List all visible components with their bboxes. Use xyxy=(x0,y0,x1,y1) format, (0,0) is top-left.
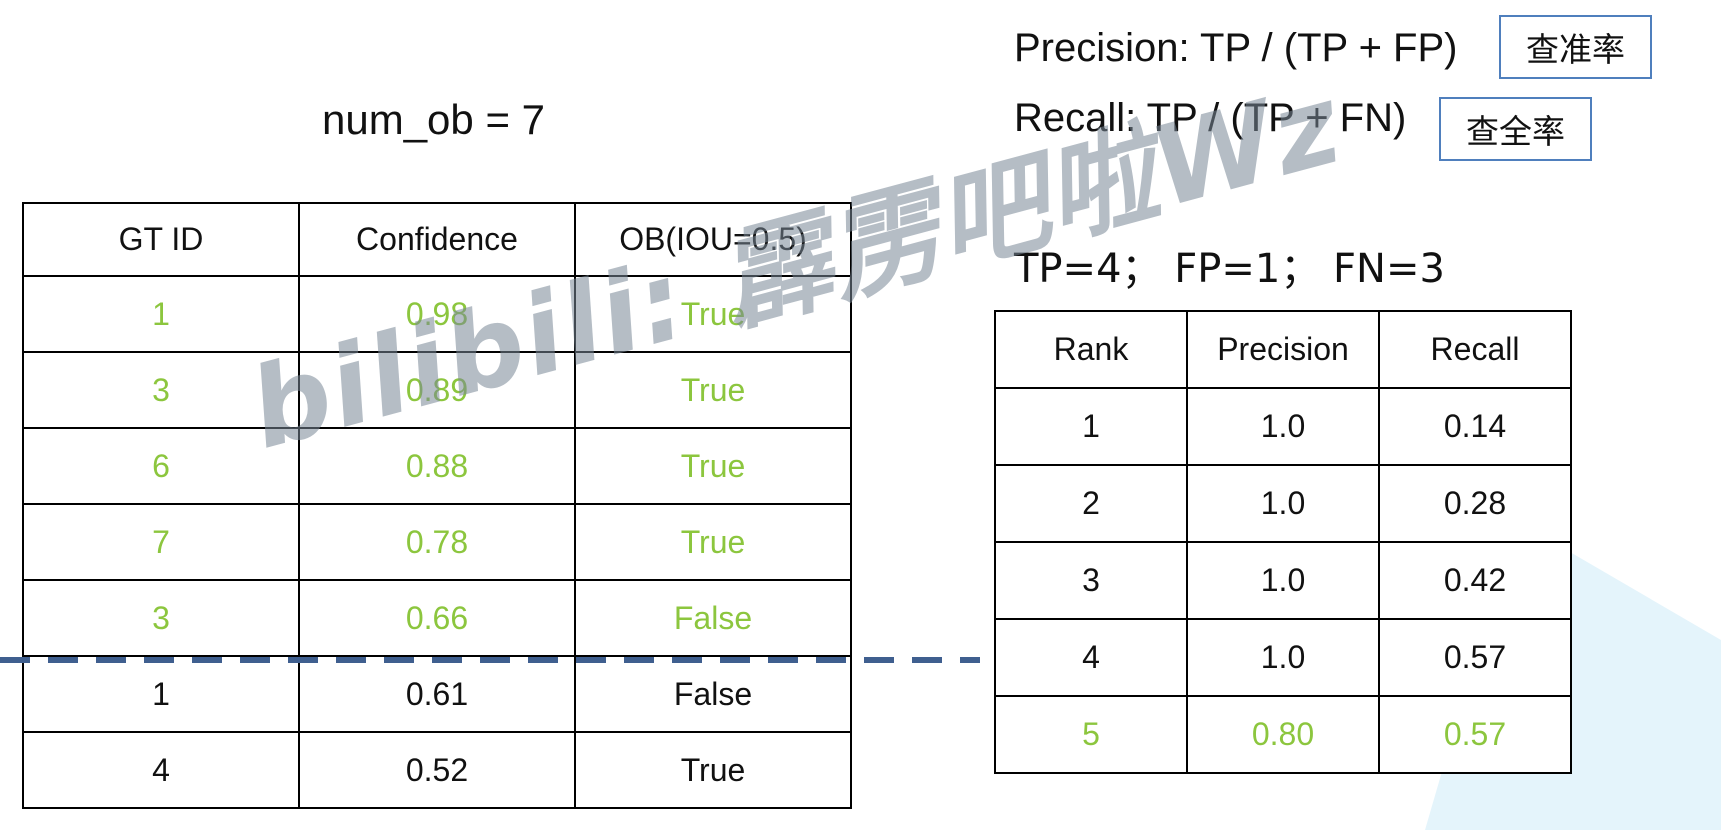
recall-cell: 0.14 xyxy=(1378,387,1572,466)
table-header-row: GT ID Confidence OB(IOU=0.5) xyxy=(22,202,852,277)
confidence-cell: 0.89 xyxy=(298,351,576,429)
table-row: 4 1.0 0.57 xyxy=(994,618,1572,697)
ob-cell: True xyxy=(574,351,852,429)
header-rank: Rank xyxy=(994,310,1188,389)
recall-cell: 0.57 xyxy=(1378,695,1572,774)
gt-id-cell: 3 xyxy=(22,579,300,657)
confidence-cell: 0.66 xyxy=(298,579,576,657)
precision-cell: 1.0 xyxy=(1186,464,1380,543)
table-row: 1 1.0 0.14 xyxy=(994,387,1572,466)
confidence-cell: 0.52 xyxy=(298,731,576,809)
recall-term-box: 查全率 xyxy=(1439,97,1592,161)
header-confidence: Confidence xyxy=(298,202,576,277)
ob-cell: True xyxy=(574,503,852,581)
num-ob-label: num_ob = 7 xyxy=(322,96,546,143)
gt-id-cell: 6 xyxy=(22,427,300,505)
rank-cell: 4 xyxy=(994,618,1188,697)
table-row: 1 0.98 True xyxy=(22,275,852,353)
gt-id-cell: 7 xyxy=(22,503,300,581)
precision-recall-table: Rank Precision Recall 1 1.0 0.14 2 1.0 0… xyxy=(994,310,1572,774)
tp-fp-fn-counts: TP=4； FP=1； FN=3 xyxy=(1014,246,1445,292)
confidence-cell: 0.61 xyxy=(298,655,576,733)
header-precision: Precision xyxy=(1186,310,1380,389)
rank-cell: 5 xyxy=(994,695,1188,774)
header-ob: OB(IOU=0.5) xyxy=(574,202,852,277)
gt-id-cell: 4 xyxy=(22,731,300,809)
recall-cell: 0.57 xyxy=(1378,618,1572,697)
table-row: 4 0.52 True xyxy=(22,731,852,809)
gt-id-cell: 1 xyxy=(22,275,300,353)
confidence-cell: 0.78 xyxy=(298,503,576,581)
precision-term-box: 查准率 xyxy=(1499,15,1652,79)
table-row: 1 0.61 False xyxy=(22,655,852,733)
ob-cell: False xyxy=(574,655,852,733)
recall-cell: 0.42 xyxy=(1378,541,1572,620)
ob-cell: False xyxy=(574,579,852,657)
confidence-cell: 0.88 xyxy=(298,427,576,505)
table-header-row: Rank Precision Recall xyxy=(994,310,1572,389)
ob-cell: True xyxy=(574,731,852,809)
table-row: 7 0.78 True xyxy=(22,503,852,581)
recall-cell: 0.28 xyxy=(1378,464,1572,543)
ob-cell: True xyxy=(574,427,852,505)
ob-cell: True xyxy=(574,275,852,353)
confidence-cell: 0.98 xyxy=(298,275,576,353)
table-row: 3 1.0 0.42 xyxy=(994,541,1572,620)
precision-cell: 1.0 xyxy=(1186,618,1380,697)
table-row: 3 0.89 True xyxy=(22,351,852,429)
recall-formula: Recall: TP / (TP + FN) xyxy=(1014,96,1407,140)
precision-cell: 1.0 xyxy=(1186,387,1380,466)
table-row: 3 0.66 False xyxy=(22,579,852,657)
table-row: 5 0.80 0.57 xyxy=(994,695,1572,774)
rank-cell: 3 xyxy=(994,541,1188,620)
header-recall: Recall xyxy=(1378,310,1572,389)
header-gt-id: GT ID xyxy=(22,202,300,277)
rank-cell: 1 xyxy=(994,387,1188,466)
gt-id-cell: 3 xyxy=(22,351,300,429)
table-row: 2 1.0 0.28 xyxy=(994,464,1572,543)
gt-id-cell: 1 xyxy=(22,655,300,733)
precision-formula: Precision: TP / (TP + FP) xyxy=(1014,26,1458,70)
precision-cell: 1.0 xyxy=(1186,541,1380,620)
detections-table: GT ID Confidence OB(IOU=0.5) 1 0.98 True… xyxy=(22,202,852,809)
rank-cell: 2 xyxy=(994,464,1188,543)
precision-cell: 0.80 xyxy=(1186,695,1380,774)
table-row: 6 0.88 True xyxy=(22,427,852,505)
